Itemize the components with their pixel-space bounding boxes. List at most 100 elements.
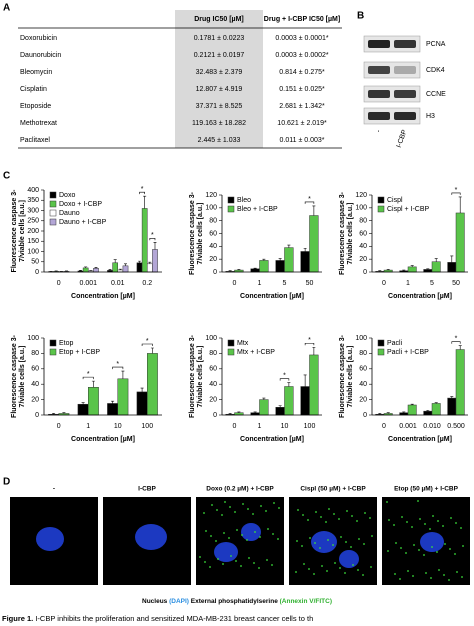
annexin-signal xyxy=(448,579,450,581)
bar xyxy=(431,261,441,273)
error-bar xyxy=(111,400,115,404)
bar xyxy=(107,403,119,416)
annexin-signal xyxy=(454,553,456,555)
nucleus xyxy=(420,532,444,552)
annexin-signal xyxy=(363,543,365,545)
table-cell: 0.011 ± 0.003* xyxy=(280,137,325,144)
bar xyxy=(431,403,441,416)
bar xyxy=(309,354,319,416)
error-bar xyxy=(81,402,85,405)
annexin-signal xyxy=(388,519,390,521)
annexin-signal xyxy=(221,514,223,516)
legend-swatch xyxy=(377,196,385,204)
y-tick-label: 100 xyxy=(355,205,367,212)
caption-text: I-CBP inhibits the proliferation and sen… xyxy=(33,614,313,623)
table-cell: 12.807 ± 4.919 xyxy=(196,86,243,93)
x-axis-label: Concentration [µM] xyxy=(388,293,452,300)
significance-bracket xyxy=(141,343,153,347)
annexin-signal xyxy=(209,566,211,568)
x-axis-label: Concentration [µM] xyxy=(240,436,304,443)
error-bar xyxy=(237,269,241,271)
annexin-signal xyxy=(401,516,403,518)
table-cell: 32.483 ± 2.379 xyxy=(196,69,243,76)
legend-label: Mtx + I-CBP xyxy=(237,349,275,356)
x-tick-label: 1 xyxy=(406,280,410,287)
annexin-signal xyxy=(253,562,255,564)
table-cell: 2.681 ± 1.342* xyxy=(279,103,325,110)
x-tick-label: 0.010 xyxy=(423,423,441,430)
annexin-signal xyxy=(297,509,299,511)
error-bar xyxy=(278,258,282,261)
table-highlight xyxy=(175,10,263,148)
x-tick-label: 50 xyxy=(306,280,314,287)
error-bar xyxy=(150,347,154,354)
y-tick-label: 150 xyxy=(27,238,39,245)
bar xyxy=(259,399,269,416)
annexin-signal xyxy=(432,515,434,517)
x-tick-label: 100 xyxy=(141,423,153,430)
y-tick-label: 100 xyxy=(27,248,39,255)
blot-band xyxy=(368,66,390,74)
annexin-signal xyxy=(339,567,341,569)
bar xyxy=(136,262,143,273)
x-tick-label: 1 xyxy=(258,423,262,430)
y-tick-label: 20 xyxy=(209,256,217,263)
y-tick-label: 80 xyxy=(31,350,39,357)
x-tick-label: 0 xyxy=(382,280,386,287)
annexin-signal xyxy=(338,518,340,520)
table-cell: 119.163 ± 18.282 xyxy=(192,120,246,127)
legend-label: Dauno + I-CBP xyxy=(59,219,107,226)
annexin-signal xyxy=(308,568,310,570)
annexin-signal xyxy=(444,543,446,545)
annexin-signal xyxy=(307,519,309,521)
x-tick-label: 10 xyxy=(114,423,122,430)
legend-swatch xyxy=(377,339,385,347)
annexin-signal xyxy=(278,507,280,509)
annexin-signal xyxy=(417,500,419,502)
x-tick-label: 0.001 xyxy=(399,423,417,430)
y-tick-label: 350 xyxy=(27,197,39,204)
annexin-signal xyxy=(455,522,457,524)
annexin-signal xyxy=(356,520,358,522)
blot-band xyxy=(368,112,390,120)
legend-label: Doxo + I-CBP xyxy=(59,201,102,208)
legend-swatch xyxy=(49,348,57,356)
significance-mark: * xyxy=(141,186,144,193)
error-bar xyxy=(426,268,430,270)
x-axis-label: Concentration [µM] xyxy=(240,293,304,300)
annexin-signal xyxy=(222,563,224,565)
y-tick-label: 300 xyxy=(27,207,39,214)
error-bar xyxy=(228,413,232,415)
error-bar xyxy=(91,380,95,388)
condition-label: Doxo (0.2 µM) + I-CBP xyxy=(206,486,274,493)
table-cell: 10.621 ± 2.019* xyxy=(277,120,327,127)
annexin-signal xyxy=(328,508,330,510)
error-bar xyxy=(262,258,266,261)
annexin-signal xyxy=(369,517,371,519)
annexin-signal xyxy=(315,511,317,513)
stain-legend-part: External phosphatidylserine xyxy=(189,598,280,605)
legend-swatch xyxy=(227,348,235,356)
error-bar xyxy=(410,265,414,267)
annexin-signal xyxy=(295,571,297,573)
bar xyxy=(455,212,465,273)
annexin-signal xyxy=(303,563,305,565)
y-axis-label: Fluorescence caspase 3- xyxy=(11,189,18,273)
bar xyxy=(152,249,158,273)
annexin-signal xyxy=(319,547,321,549)
error-bar xyxy=(138,260,142,263)
blot-band xyxy=(394,66,416,74)
nucleus xyxy=(36,527,64,551)
bar xyxy=(147,263,153,273)
micrograph xyxy=(196,497,284,585)
error-bar xyxy=(378,270,382,272)
annexin-signal xyxy=(314,542,316,544)
x-tick-label: 0 xyxy=(57,280,61,287)
error-bar xyxy=(312,205,316,216)
annexin-signal xyxy=(327,539,329,541)
table-header: Drug IC50 [µM] xyxy=(194,16,244,23)
error-bar xyxy=(108,269,112,271)
x-axis-label: Concentration [µM] xyxy=(388,436,452,443)
table-cell: 0.0003 ± 0.0002* xyxy=(275,52,329,59)
error-bar xyxy=(94,266,98,269)
